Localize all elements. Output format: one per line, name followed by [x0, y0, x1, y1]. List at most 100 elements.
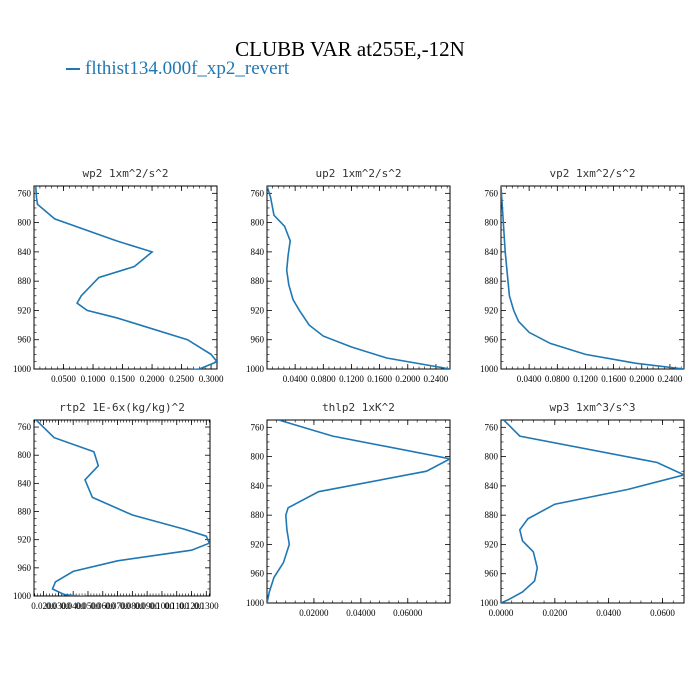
legend-swatch [66, 67, 80, 70]
x-tick-label: 0.2000 [140, 374, 165, 384]
plot-frame [266, 185, 451, 370]
panel-title: vp2 1xm^2/s^2 [549, 167, 635, 180]
y-tick-label: 760 [485, 188, 499, 198]
plot-frame [500, 419, 685, 604]
x-tick-label: 0.0900 [135, 601, 160, 611]
y-tick-label: 800 [485, 218, 499, 228]
y-tick-label: 920 [251, 539, 265, 549]
x-tick-label: 0.0600 [90, 601, 115, 611]
plot-frame [500, 185, 685, 370]
x-tick-label: 0.1600 [601, 374, 626, 384]
y-tick-label: 760 [485, 422, 499, 432]
x-tick-label: 0.3000 [199, 374, 224, 384]
y-tick-label: 1000 [13, 364, 32, 374]
x-tick-label: 0.0400 [517, 374, 542, 384]
x-tick-label: 0.2400 [658, 374, 683, 384]
panel-title: thlp2 1xK^2 [322, 401, 395, 414]
y-tick-label: 1000 [246, 598, 265, 608]
x-tick-label: 0.0600 [650, 608, 675, 618]
y-tick-label: 760 [18, 188, 32, 198]
y-tick-label: 760 [251, 188, 265, 198]
panel-title: up2 1xm^2/s^2 [315, 167, 401, 180]
y-tick-label: 800 [251, 452, 265, 462]
y-tick-label: 920 [485, 305, 499, 315]
y-tick-label: 880 [251, 510, 265, 520]
x-tick-label: 0.0500 [76, 601, 101, 611]
panel-6: wp3 1xm^3/s^3 760 800 840 880 920 960 10000.000… [480, 401, 685, 618]
x-tick-label: 0.0400 [61, 601, 86, 611]
y-tick-label: 960 [251, 569, 265, 579]
x-tick-label: 0.2000 [395, 374, 420, 384]
series-line [501, 420, 684, 603]
y-tick-label: 880 [18, 507, 32, 517]
y-tick-label: 1000 [480, 364, 499, 374]
x-tick-label: 0.0800 [311, 374, 336, 384]
x-tick-label: 0.1200 [339, 374, 364, 384]
x-tick-label: 0.0400 [283, 374, 308, 384]
x-tick-label: 0.0700 [105, 601, 130, 611]
plot-frame [33, 185, 218, 370]
series-line [35, 186, 217, 369]
y-tick-label: 800 [251, 218, 265, 228]
plot-frame [33, 419, 211, 597]
series-line [267, 420, 450, 603]
y-tick-label: 840 [485, 481, 499, 491]
y-tick-label: 960 [485, 569, 499, 579]
y-tick-label: 840 [251, 481, 265, 491]
x-tick-label: 0.0800 [545, 374, 570, 384]
panel-1: wp2 1xm^2/s^2 760 800 840 880 920 960 1000 0.050… [13, 167, 224, 384]
x-tick-label: 0.2400 [424, 374, 449, 384]
y-tick-label: 1000 [480, 598, 499, 608]
x-tick-label: 0.0200 [31, 601, 56, 611]
x-tick-label: 0.02000 [299, 608, 329, 618]
x-tick-label: 0.1000 [81, 374, 106, 384]
panel-title: wp2 1xm^2/s^2 [82, 167, 168, 180]
x-tick-label: 0.1600 [367, 374, 392, 384]
panel-title: rtp2 1E-6x(kg/kg)^2 [59, 401, 185, 414]
y-tick-label: 840 [18, 247, 32, 257]
x-tick-label: 0.06000 [393, 608, 423, 618]
series-line [501, 186, 684, 369]
y-tick-label: 840 [485, 247, 499, 257]
x-tick-label: 0.2500 [169, 374, 194, 384]
x-tick-label: 0.1100 [165, 601, 190, 611]
panel-3: vp2 1xm^2/s^2 760 800 840 880 920 960 1000 0.040… [480, 167, 685, 384]
y-tick-label: 960 [485, 335, 499, 345]
y-tick-label: 960 [18, 563, 32, 573]
x-tick-label: 0.0400 [596, 608, 621, 618]
legend-label: flthist134.000f_xp2_revert [85, 58, 290, 79]
y-tick-label: 880 [485, 510, 499, 520]
figure-title: CLUBB VAR at255E,-12N [235, 37, 465, 61]
x-tick-label: 0.0200 [542, 608, 567, 618]
y-tick-label: 880 [251, 276, 265, 286]
x-tick-label: 0.1200 [179, 601, 204, 611]
series-line [35, 420, 210, 596]
y-tick-label: 840 [251, 247, 265, 257]
y-tick-label: 880 [18, 276, 32, 286]
x-tick-label: 0.1500 [110, 374, 135, 384]
y-tick-label: 920 [18, 535, 32, 545]
x-tick-label: 0.0800 [120, 601, 145, 611]
panel-2: up2 1xm^2/s^2 760 800 840 880 920 960 1000 0.040… [246, 167, 451, 384]
panel-5: thlp2 1xK^2 760 800 840 880 920 960 1000 0.02000… [246, 401, 451, 618]
x-tick-label: 0.0000 [489, 608, 514, 618]
y-tick-label: 760 [251, 422, 265, 432]
y-tick-label: 920 [251, 305, 265, 315]
y-tick-label: 1000 [13, 591, 32, 601]
y-tick-label: 920 [18, 305, 32, 315]
y-tick-label: 800 [18, 450, 32, 460]
y-tick-label: 800 [485, 452, 499, 462]
x-tick-label: 0.04000 [346, 608, 376, 618]
y-tick-label: 880 [485, 276, 499, 286]
series-line [267, 186, 450, 369]
x-tick-label: 0.0300 [46, 601, 71, 611]
x-tick-label: 0.1300 [194, 601, 219, 611]
y-tick-label: 1000 [246, 364, 265, 374]
y-tick-label: 960 [251, 335, 265, 345]
y-tick-label: 760 [18, 422, 32, 432]
legend: flthist134.000f_xp2_revert [66, 58, 289, 80]
y-tick-label: 840 [18, 478, 32, 488]
plot-frame [266, 419, 451, 604]
x-tick-label: 0.1000 [150, 601, 175, 611]
